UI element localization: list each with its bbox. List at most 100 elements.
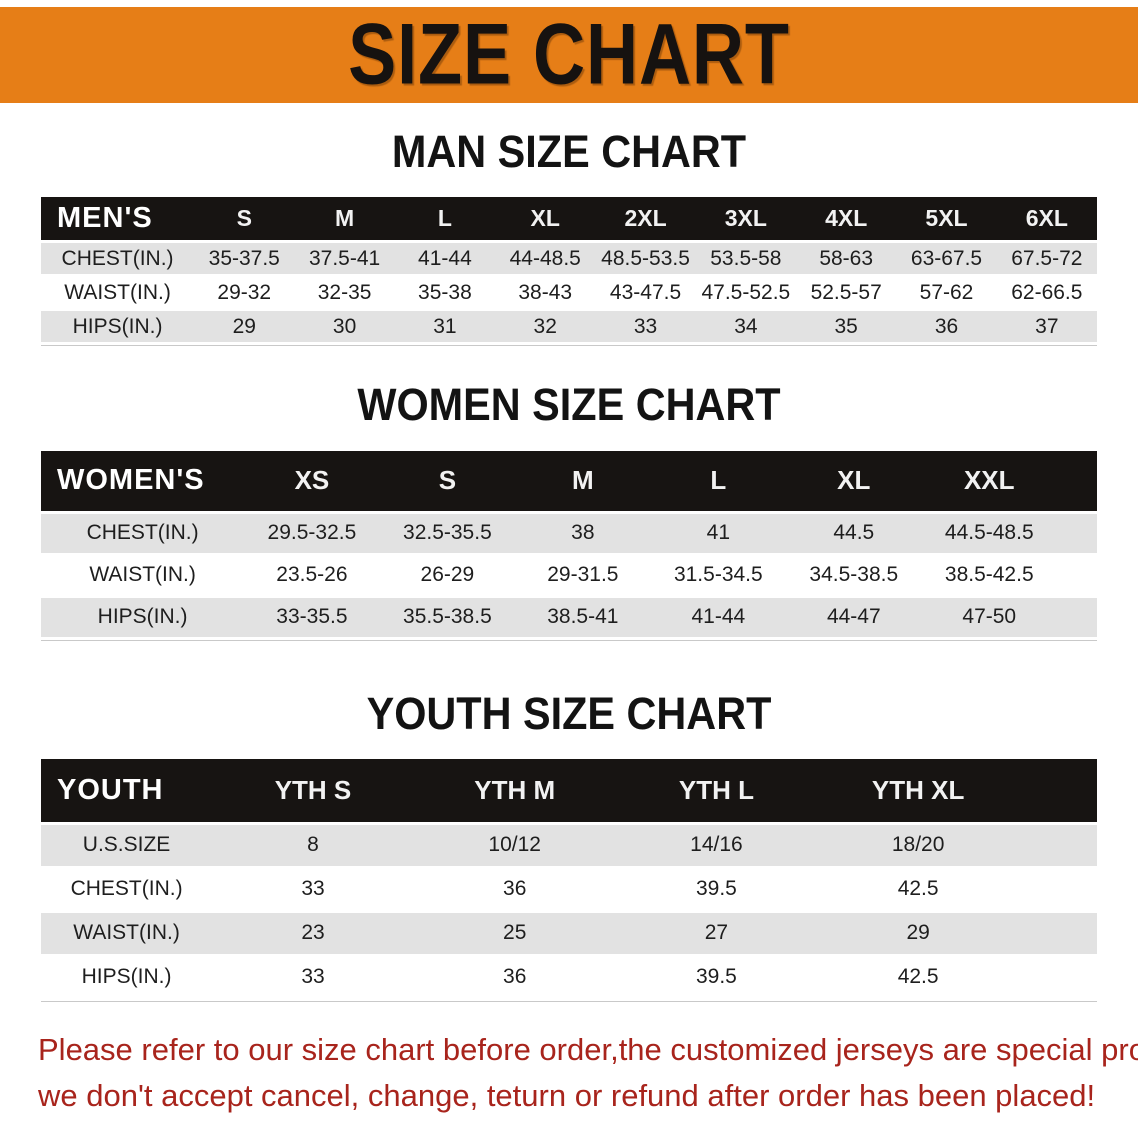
man-size-chart-section: MAN SIZE CHART MEN'S S M L XL 2XL 3XL 4XL 5XL 6XL… <box>0 128 1138 346</box>
size-value-cell: 26-29 <box>420 563 475 586</box>
row-label: WAIST(IN.) <box>89 563 196 586</box>
size-value-cell: 39.5 <box>695 965 737 989</box>
youth-size-chart-heading: YOUTH SIZE CHART <box>366 687 772 739</box>
size-value-cell: 29 <box>232 314 256 338</box>
size-value-cell: 38-43 <box>518 280 573 304</box>
size-value-cell: 33-35.5 <box>276 605 348 628</box>
size-value-cell: 32 <box>533 314 557 338</box>
size-value-cell: 18/20 <box>891 833 945 857</box>
size-value-cell: 35-38 <box>418 280 472 304</box>
table-header-row: MEN'S S M L XL 2XL 3XL 4XL 5XL 6XL <box>41 197 1097 244</box>
size-value-cell: 25 <box>503 921 527 945</box>
table-header-row: YOUTH YTH S YTH M YTH L YTH XL <box>41 758 1097 825</box>
row-label: CHEST(IN.) <box>70 877 183 901</box>
column-header: YTH M <box>474 774 556 805</box>
column-header: XL <box>837 465 871 495</box>
table-row: HIPS(IN.) 33 36 39.5 42.5 <box>41 956 1097 1001</box>
table-group-label: MEN'S <box>57 202 153 235</box>
column-header: XS <box>294 465 330 495</box>
table-row: CHEST(IN.) 35-37.5 37.5-41 41-44 44-48.5 48.5… <box>41 243 1097 278</box>
size-value-cell: 32.5-35.5 <box>403 521 492 544</box>
size-value-cell: 44.5 <box>833 521 875 544</box>
size-value-cell: 42.5 <box>897 965 939 989</box>
column-header: 3XL <box>724 205 767 232</box>
size-value-cell: 31 <box>433 314 457 338</box>
size-value-cell: 58-63 <box>819 246 874 270</box>
size-value-cell: 33 <box>301 877 325 901</box>
size-value-cell: 44-47 <box>826 605 881 628</box>
size-value-cell: 41-44 <box>418 246 472 270</box>
size-value-cell: 37.5-41 <box>308 246 381 270</box>
column-header: XL <box>530 205 560 232</box>
size-value-cell: 42.5 <box>897 877 939 901</box>
table-row: WAIST(IN.) 23 25 27 29 <box>41 912 1097 957</box>
column-header: YTH XL <box>871 774 965 805</box>
row-label: HIPS(IN.) <box>72 314 163 338</box>
column-header: 6XL <box>1025 205 1068 232</box>
row-label: HIPS(IN.) <box>81 965 172 989</box>
women-size-chart-heading: WOMEN SIZE CHART <box>357 379 781 431</box>
column-header: 4XL <box>825 205 868 232</box>
size-value-cell: 63-67.5 <box>910 246 983 270</box>
size-value-cell: 23.5-26 <box>276 563 348 586</box>
size-value-cell: 8 <box>307 833 319 857</box>
row-label: WAIST(IN.) <box>73 921 180 945</box>
size-value-cell: 14/16 <box>690 833 743 857</box>
table-row: WAIST(IN.) 23.5-26 26-29 29-31.5 31.5-34.5 34… <box>41 555 1097 598</box>
size-value-cell: 33 <box>633 314 658 338</box>
column-header: 2XL <box>624 205 667 232</box>
women-size-chart-section: WOMEN SIZE CHART WOMEN'S XS S M L XL XXL CHEST(… <box>0 379 1138 640</box>
column-header: M <box>572 465 594 495</box>
size-value-cell: 37 <box>1035 314 1059 338</box>
size-value-cell: 53.5-58 <box>710 246 782 270</box>
size-value-cell: 43-47.5 <box>609 280 682 304</box>
size-value-cell: 44-48.5 <box>509 246 581 270</box>
column-header: YTH L <box>678 774 754 805</box>
mens-size-table: MEN'S S M L XL 2XL 3XL 4XL 5XL 6XL CHEST(IN.) 35-37… <box>41 197 1097 346</box>
size-value-cell: 44.5-48.5 <box>944 521 1034 544</box>
size-value-cell: 36 <box>934 314 959 338</box>
size-value-cell: 48.5-53.5 <box>601 246 690 270</box>
table-row: CHEST(IN.) 33 36 39.5 42.5 <box>41 868 1097 913</box>
size-value-cell: 34.5-38.5 <box>809 563 899 586</box>
size-value-cell: 36 <box>503 877 527 901</box>
size-value-cell: 35 <box>834 314 858 338</box>
size-value-cell: 47.5-52.5 <box>701 280 791 304</box>
size-value-cell: 41-44 <box>691 605 746 628</box>
youth-size-chart-section: YOUTH SIZE CHART YOUTH YTH S YTH M YTH L YTH… <box>0 687 1138 1001</box>
banner: SIZE CHART <box>0 7 1138 103</box>
column-header: S <box>438 465 457 495</box>
page-title: SIZE CHART <box>348 6 790 103</box>
size-value-cell: 38.5-41 <box>547 605 619 628</box>
column-header: M <box>335 205 355 232</box>
size-value-cell: 38.5-42.5 <box>944 563 1034 586</box>
table-group-label: WOMEN'S <box>57 464 205 496</box>
size-value-cell: 29.5-32.5 <box>267 521 357 544</box>
size-value-cell: 35.5-38.5 <box>403 605 492 628</box>
size-value-cell: 35-37.5 <box>208 246 280 270</box>
size-value-cell: 32-35 <box>317 280 372 304</box>
size-value-cell: 29-31.5 <box>547 563 619 586</box>
size-value-cell: 39.5 <box>695 877 737 901</box>
table-group-label: YOUTH <box>57 773 164 806</box>
row-label: CHEST(IN.) <box>86 521 199 544</box>
size-value-cell: 36 <box>503 965 527 989</box>
size-value-cell: 57-62 <box>919 280 974 304</box>
table-row: HIPS(IN.) 29 30 31 32 33 34 35 36 37 <box>41 311 1097 346</box>
size-value-cell: 27 <box>704 921 729 945</box>
size-value-cell: 38 <box>571 521 595 544</box>
youth-size-table: YOUTH YTH S YTH M YTH L YTH XL U.S.SIZE 8 10/12… <box>41 758 1097 1001</box>
notice-line-1: Please refer to our size chart before or… <box>38 1031 1138 1067</box>
womens-size-table: WOMEN'S XS S M L XL XXL CHEST(IN.) 29.5-32.5 32.5… <box>41 450 1097 640</box>
size-value-cell: 30 <box>332 314 357 338</box>
size-value-cell: 29 <box>906 921 930 945</box>
size-value-cell: 41 <box>706 521 730 544</box>
column-header: 5XL <box>925 205 968 232</box>
row-label: HIPS(IN.) <box>97 605 188 628</box>
size-value-cell: 52.5-57 <box>810 280 882 304</box>
size-value-cell: 23 <box>301 921 325 945</box>
column-header: L <box>437 205 452 232</box>
order-notice: Please refer to our size chart before or… <box>38 1027 1138 1119</box>
table-row: HIPS(IN.) 33-35.5 35.5-38.5 38.5-41 41-44 44-… <box>41 597 1097 640</box>
